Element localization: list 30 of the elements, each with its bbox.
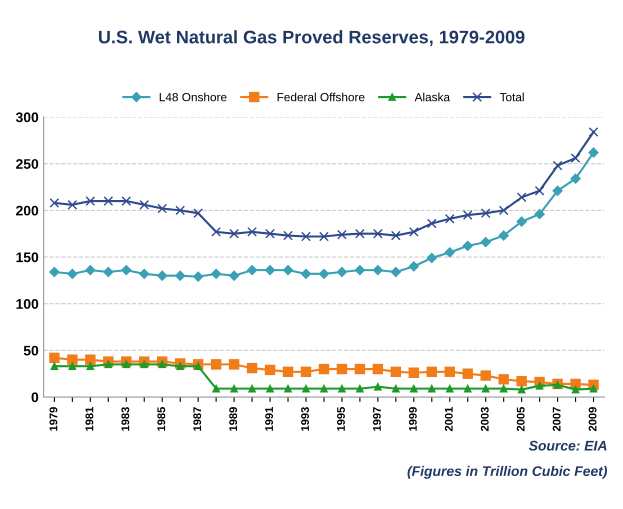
legend-label: L48 Onshore [160, 92, 227, 102]
x-tick-label: 1983 [121, 407, 130, 431]
x-tick-label: 1993 [301, 407, 309, 431]
x-tick-label: 1991 [265, 407, 274, 431]
x-tick-label: 1999 [408, 407, 417, 431]
x-tick-label: 2007 [552, 407, 561, 432]
x-tick-label: 1989 [229, 407, 238, 431]
source-note: Source: EIA [528, 440, 606, 451]
legend-label: Alaska [414, 92, 450, 102]
x-tick-label: 1979 [50, 407, 58, 431]
x-tick-label: 2003 [480, 407, 489, 432]
x-tick-label: 1985 [157, 407, 166, 431]
y-tick-label: 250 [16, 159, 38, 169]
legend-label: Federal Offshore [278, 92, 364, 102]
y-tick-label: 150 [16, 252, 38, 262]
y-tick-label: 200 [16, 206, 38, 216]
chart-title: U.S. Wet Natural Gas Proved Reserves, 1979-2009 [98, 30, 524, 46]
legend-label: Total [500, 92, 524, 102]
x-tick-label: 1981 [85, 407, 94, 431]
x-tick-label: 1995 [337, 407, 345, 431]
x-tick-label: 1997 [372, 407, 381, 431]
y-tick-label: 50 [24, 346, 38, 356]
y-tick-label: 0 [32, 392, 38, 402]
y-tick-label: 100 [16, 299, 38, 309]
y-tick-label: 300 [16, 112, 38, 122]
x-tick-label: 2001 [444, 407, 453, 432]
x-tick-label: 2009 [588, 407, 597, 432]
text: (Figures in Trillion Cubic Feet) [408, 466, 608, 479]
x-tick-label: 1987 [193, 407, 202, 431]
x-tick-label: 2005 [516, 407, 525, 432]
